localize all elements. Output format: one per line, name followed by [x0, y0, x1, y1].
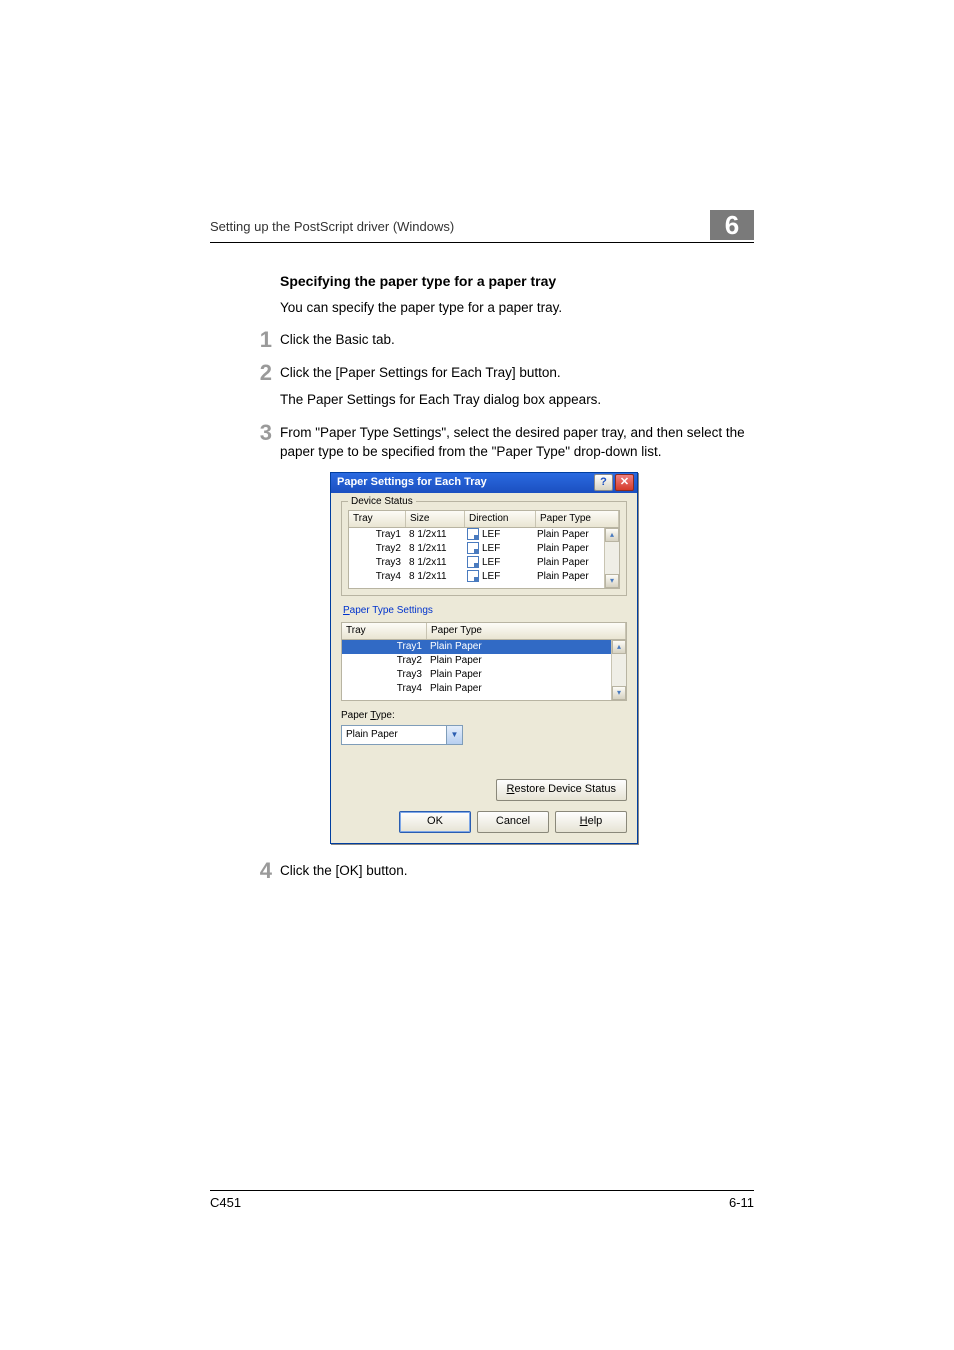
- orientation-icon: [467, 542, 479, 554]
- col-tray[interactable]: Tray: [349, 511, 406, 527]
- step-text: Click the [Paper Settings for Each Tray]…: [280, 365, 561, 380]
- cancel-button[interactable]: Cancel: [477, 811, 549, 833]
- table-row[interactable]: Tray2Plain Paper: [342, 654, 626, 668]
- scroll-down-icon[interactable]: ▾: [612, 686, 626, 700]
- dialog-figure: Paper Settings for Each Tray ? ✕ Device …: [330, 472, 754, 844]
- col-direction[interactable]: Direction: [465, 511, 536, 527]
- paper-type-field: Paper Type: Plain Paper ▼: [341, 709, 627, 745]
- help-icon[interactable]: ?: [594, 474, 613, 491]
- step-item: 3 From "Paper Type Settings", select the…: [280, 424, 754, 844]
- paper-type-combo[interactable]: Plain Paper ▼: [341, 725, 463, 745]
- section-title: Specifying the paper type for a paper tr…: [280, 273, 754, 289]
- scroll-track[interactable]: [612, 654, 626, 686]
- paper-type-label: Paper Type:: [341, 710, 395, 721]
- device-status-label: Device Status: [348, 495, 416, 509]
- step-number: 3: [244, 418, 272, 449]
- scroll-down-icon[interactable]: ▾: [605, 574, 619, 588]
- orientation-icon: [467, 556, 479, 568]
- dialog-titlebar[interactable]: Paper Settings for Each Tray ? ✕: [331, 473, 637, 493]
- running-head: Setting up the PostScript driver (Window…: [210, 219, 454, 240]
- scrollbar[interactable]: ▴ ▾: [611, 640, 626, 700]
- step-number: 1: [244, 325, 272, 356]
- page-footer: C451 6-11: [210, 1190, 754, 1210]
- restore-device-status-button[interactable]: Restore Device Status: [496, 779, 627, 801]
- orientation-icon: [467, 528, 479, 540]
- help-button[interactable]: Help: [555, 811, 627, 833]
- close-icon[interactable]: ✕: [615, 474, 634, 491]
- restore-row: Restore Device Status: [341, 779, 627, 801]
- dialog-body: Device Status Tray Size Direction Paper …: [331, 493, 637, 843]
- col-paper-type[interactable]: Paper Type: [536, 511, 619, 527]
- step-number: 4: [244, 856, 272, 887]
- step-text: Click the Basic tab.: [280, 332, 395, 347]
- paper-settings-dialog: Paper Settings for Each Tray ? ✕ Device …: [330, 472, 638, 844]
- step-subtext: The Paper Settings for Each Tray dialog …: [280, 391, 754, 410]
- paper-type-settings-link[interactable]: Paper Type Settings: [343, 604, 627, 618]
- combo-value: Plain Paper: [342, 728, 446, 742]
- col-size[interactable]: Size: [406, 511, 465, 527]
- device-status-group: Device Status Tray Size Direction Paper …: [341, 501, 627, 596]
- scrollbar[interactable]: ▴ ▾: [604, 528, 619, 588]
- table-row[interactable]: Tray48 1/2x11LEFPlain Paper: [349, 570, 619, 584]
- orientation-icon: [467, 570, 479, 582]
- step-text: Click the [OK] button.: [280, 863, 408, 878]
- footer-model: C451: [210, 1195, 241, 1210]
- paper-type-settings-header: Tray Paper Type: [341, 622, 627, 640]
- page: Setting up the PostScript driver (Window…: [0, 0, 954, 1350]
- link-text: aper Type Settings: [350, 605, 433, 616]
- dialog-footer: OK Cancel Help: [341, 811, 627, 833]
- section-intro: You can specify the paper type for a pap…: [280, 299, 754, 317]
- step-number: 2: [244, 358, 272, 389]
- scroll-track[interactable]: [605, 542, 619, 574]
- table-row[interactable]: Tray38 1/2x11LEFPlain Paper: [349, 556, 619, 570]
- table-row[interactable]: Tray3Plain Paper: [342, 668, 626, 682]
- col-paper-type[interactable]: Paper Type: [427, 623, 626, 639]
- content-area: Specifying the paper type for a paper tr…: [280, 273, 754, 881]
- step-text: From "Paper Type Settings", select the d…: [280, 425, 745, 459]
- step-list: 1 Click the Basic tab. 2 Click the [Pape…: [280, 331, 754, 880]
- table-row[interactable]: Tray4Plain Paper: [342, 682, 626, 696]
- page-header: Setting up the PostScript driver (Window…: [210, 210, 754, 243]
- table-row[interactable]: Tray18 1/2x11LEFPlain Paper: [349, 528, 619, 542]
- dialog-title: Paper Settings for Each Tray: [337, 475, 487, 490]
- table-row[interactable]: Tray1Plain Paper: [342, 640, 626, 654]
- footer-page-number: 6-11: [729, 1195, 754, 1210]
- col-tray[interactable]: Tray: [342, 623, 427, 639]
- mnemonic-underline: P: [343, 605, 350, 616]
- ok-button[interactable]: OK: [399, 811, 471, 833]
- chevron-down-icon[interactable]: ▼: [446, 726, 462, 744]
- paper-type-settings-list[interactable]: Tray1Plain PaperTray2Plain PaperTray3Pla…: [341, 640, 627, 701]
- step-item: 2 Click the [Paper Settings for Each Tra…: [280, 364, 754, 410]
- step-item: 4 Click the [OK] button.: [280, 862, 754, 881]
- device-status-list[interactable]: Tray18 1/2x11LEFPlain PaperTray28 1/2x11…: [348, 528, 620, 589]
- chapter-number-badge: 6: [710, 210, 754, 240]
- table-row[interactable]: Tray28 1/2x11LEFPlain Paper: [349, 542, 619, 556]
- step-item: 1 Click the Basic tab.: [280, 331, 754, 350]
- scroll-up-icon[interactable]: ▴: [605, 528, 619, 542]
- scroll-up-icon[interactable]: ▴: [612, 640, 626, 654]
- device-status-header: Tray Size Direction Paper Type: [348, 510, 620, 528]
